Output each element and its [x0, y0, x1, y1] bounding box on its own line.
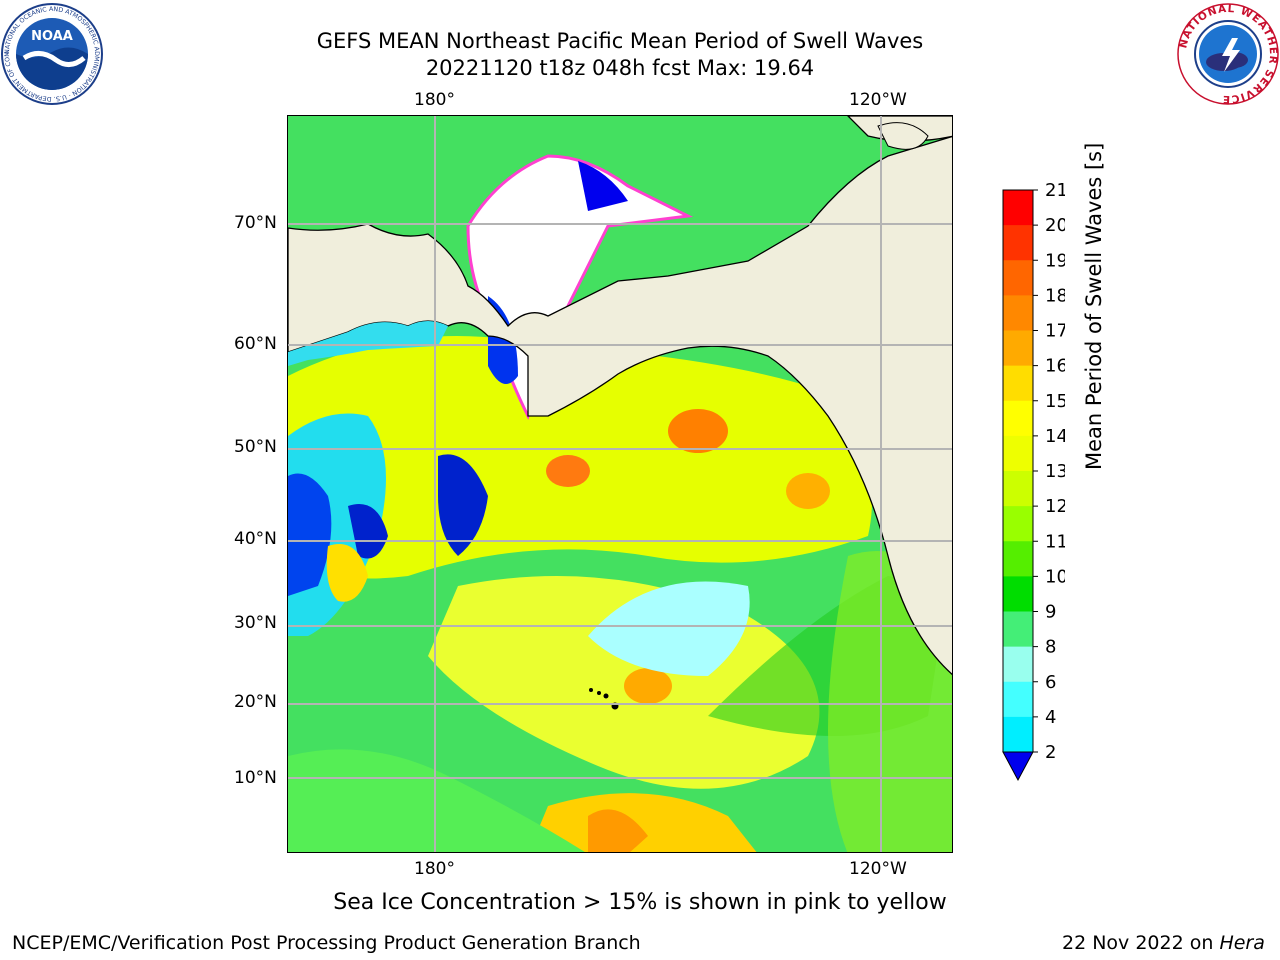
colorbar-segment: [1003, 646, 1033, 683]
lon-label-bottom-120w: 120°W: [849, 859, 907, 879]
colorbar-segment: [1003, 400, 1033, 437]
colorbar-segment: [1003, 435, 1033, 472]
land-mass: [288, 135, 952, 676]
lon-label-top-120w: 120°W: [849, 90, 907, 110]
colorbar-tick-label: 10: [1045, 566, 1065, 587]
colorbar-segment: [1003, 260, 1033, 296]
colorbar-tick-label: 21: [1045, 180, 1065, 201]
colorbar-segment: [1003, 365, 1033, 402]
colorbar-segment: [1003, 506, 1033, 542]
footer-date-text: 22 Nov 2022 on: [1062, 932, 1220, 954]
colorbar-tick-label: 4: [1045, 707, 1056, 728]
colorbar-segment: [1003, 611, 1033, 648]
colorbar-tick-label: 20: [1045, 215, 1065, 236]
sea-ice-note: Sea Ice Concentration > 15% is shown in …: [333, 890, 947, 915]
colorbar-tick-label: 19: [1045, 250, 1065, 271]
lat-label-40n: 40°N: [234, 529, 277, 549]
colorbar-extend-arrow: [1002, 751, 1034, 782]
colorbar-tick-label: 15: [1045, 391, 1065, 412]
colorbar-tick-label: 14: [1045, 426, 1065, 447]
colorbar-segment: [1003, 576, 1033, 612]
colorbar-segment: [1003, 541, 1033, 577]
chart-title-line2: 20221120 t18z 048h fcst Max: 19.64: [425, 56, 815, 80]
colorbar-tick-label: 8: [1045, 637, 1056, 658]
lat-label-10n: 10°N: [234, 768, 277, 788]
colorbar-title: Mean Period of Swell Waves [s]: [1082, 142, 1106, 470]
map-gridlines: [288, 116, 952, 852]
footer-branch: NCEP/EMC/Verification Post Processing Pr…: [12, 932, 641, 954]
footer-machine: Hera: [1219, 932, 1265, 954]
noaa-logo-text: NOAA: [31, 29, 73, 44]
map-panel: [287, 115, 953, 853]
lat-label-30n: 30°N: [234, 613, 277, 633]
colorbar-segment: [1003, 716, 1033, 753]
colorbar-tick-label: 18: [1045, 285, 1065, 306]
lon-label-bottom-180: 180°: [414, 859, 455, 879]
lon-label-top-180: 180°: [414, 90, 455, 110]
map-plot: [288, 116, 952, 852]
colorbar-tick-label: 16: [1045, 356, 1065, 377]
lat-label-20n: 20°N: [234, 692, 277, 712]
colorbar-tick-label: 12: [1045, 496, 1065, 517]
colorbar-tick-label: 13: [1045, 461, 1065, 482]
colorbar-tick-label: 2: [1045, 742, 1056, 763]
colorbar-tick-label: 11: [1045, 531, 1065, 552]
nws-logo: NATIONAL WEATHER SERVICE: [1176, 2, 1280, 106]
colorbar-tick-label: 6: [1045, 672, 1056, 693]
chart-title-line1: GEFS MEAN Northeast Pacific Mean Period …: [316, 29, 924, 53]
colorbar-segment: [1003, 225, 1033, 261]
colorbar-segment: [1003, 295, 1033, 331]
colorbar-segment: [1003, 471, 1033, 507]
colorbar-segment: [1003, 330, 1033, 367]
footer-date: 22 Nov 2022 on Hera: [1062, 932, 1265, 954]
swell-max-area-1: [668, 409, 728, 453]
lat-label-50n: 50°N: [234, 437, 277, 457]
colorbar-segment: [1003, 190, 1033, 226]
colorbar-tick-label: 17: [1045, 321, 1065, 342]
swell-field-blue-central: [438, 454, 488, 556]
colorbar-tick-label: 9: [1045, 602, 1056, 623]
lat-label-70n: 70°N: [234, 213, 277, 233]
swell-field-orange-south: [528, 793, 757, 852]
colorbar: 21 20 19 18 17 16 15 14 13 12 11 10 9 8 6 4 2: [1002, 180, 1065, 782]
colorbar-segment: [1003, 681, 1033, 718]
noaa-logo: NATIONAL OCEANIC AND ATMOSPHERIC ADMINIS…: [0, 0, 104, 106]
lat-label-60n: 60°N: [234, 334, 277, 354]
swell-field-cyan-central: [588, 581, 750, 676]
